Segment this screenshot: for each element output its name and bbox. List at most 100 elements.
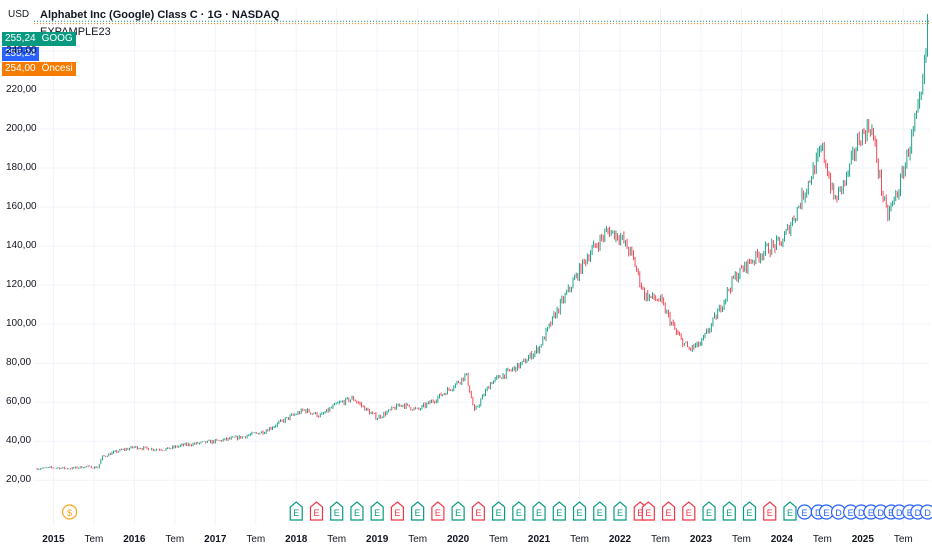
marker-label: E <box>888 508 894 518</box>
earnings-marker: E <box>390 501 405 521</box>
marker-shape <box>471 501 485 521</box>
marker-shape <box>512 501 526 521</box>
marker-label: E <box>666 508 672 518</box>
event-markers: $ E E E E E E E E E E E E E E E E E E E E E E E E E E E D E D E D E D E D E D D <box>62 501 932 521</box>
marker-label: D <box>915 508 922 518</box>
y-tick-label: 40,00 <box>6 435 32 447</box>
x-tick-label: Tem <box>489 534 509 545</box>
marker-label: E <box>868 508 874 518</box>
y-tick-label: 120,00 <box>6 279 37 291</box>
earnings-marker: D <box>891 504 907 520</box>
marker-label: E <box>293 508 299 518</box>
x-tick-label: 2016 <box>123 534 146 545</box>
x-tick-label: 2019 <box>366 534 389 545</box>
marker-label: $ <box>67 508 72 518</box>
earnings-marker: E <box>763 501 777 521</box>
marker-label: E <box>617 508 623 518</box>
x-tick-label: Tem <box>327 534 347 545</box>
marker-shape <box>309 501 324 521</box>
marker-shape <box>763 501 777 521</box>
marker-label: E <box>645 508 651 518</box>
earnings-marker: E <box>783 501 797 521</box>
marker-shape <box>783 501 797 521</box>
premarket-label: Öncesi <box>41 63 73 74</box>
marker-label: E <box>787 508 793 518</box>
marker-shape <box>742 501 757 521</box>
earnings-marker: E <box>289 501 303 521</box>
marker-shape <box>613 501 627 521</box>
y-tick-label: 100,00 <box>6 318 37 330</box>
marker-label: E <box>556 508 562 518</box>
marker-label: E <box>313 508 319 518</box>
y-tick-label: 60,00 <box>6 396 32 408</box>
marker-label: E <box>435 508 441 518</box>
marker-label: E <box>577 508 583 518</box>
marker-shape <box>451 501 465 521</box>
earnings-marker: E <box>370 501 384 521</box>
premarket-price-badge: 254,00 Öncesi <box>2 62 76 76</box>
x-tick-label: Tem <box>731 534 751 545</box>
x-tick-label: Tem <box>893 534 913 545</box>
y-tick-label: 160,00 <box>6 201 37 213</box>
marker-label: E <box>536 508 542 518</box>
earnings-marker: E <box>532 501 546 521</box>
marker-label: E <box>455 508 461 518</box>
y-tick-label: 140,00 <box>6 240 37 252</box>
marker-label: E <box>746 508 752 518</box>
marker-shape <box>593 501 607 521</box>
x-tick-label: Tem <box>165 534 185 545</box>
y-tick-label: 20,00 <box>6 474 32 486</box>
marker-shape <box>919 504 932 520</box>
marker-label: D <box>858 508 865 518</box>
x-tick-label: 2024 <box>770 534 793 545</box>
earnings-marker: E <box>451 501 465 521</box>
marker-shape <box>370 501 384 521</box>
marker-label: E <box>686 508 692 518</box>
marker-label: E <box>848 508 854 518</box>
x-tick-label: 2025 <box>851 534 874 545</box>
earnings-marker: E <box>818 504 834 520</box>
earnings-marker: E <box>682 501 696 521</box>
x-tick-label: Tem <box>408 534 428 545</box>
marker-label: D <box>835 508 842 518</box>
marker-label: E <box>706 508 712 518</box>
premarket-price-value: 254,00 <box>5 63 36 74</box>
marker-shape <box>532 501 546 521</box>
symbol-label: GOOG <box>41 33 73 44</box>
marker-shape <box>411 501 425 521</box>
earnings-marker: E <box>702 501 716 521</box>
y-tick-label: 200,00 <box>6 123 37 134</box>
earnings-marker: E <box>722 501 736 521</box>
marker-label: E <box>516 508 522 518</box>
marker-label: E <box>415 508 421 518</box>
marker-label: D <box>896 508 903 518</box>
marker-label: E <box>374 508 380 518</box>
earnings-marker: E <box>641 501 655 521</box>
currency-label: USD <box>8 9 30 20</box>
marker-shape <box>552 501 566 521</box>
marker-shape <box>572 501 587 521</box>
earnings-marker: D <box>919 504 932 520</box>
marker-label: E <box>726 508 732 518</box>
earnings-marker: E <box>309 501 324 521</box>
earnings-marker: E <box>572 501 587 521</box>
marker-shape <box>431 501 445 521</box>
y-tick-label: 220,00 <box>6 83 37 95</box>
x-tick-label: Tem <box>651 534 670 545</box>
marker-label: E <box>767 508 773 518</box>
dividend-marker: $ <box>62 504 78 520</box>
y-tick-label: 180,00 <box>6 162 37 174</box>
x-tick-label: 2015 <box>42 534 65 545</box>
marker-shape <box>350 501 364 521</box>
earnings-marker: E <box>742 501 757 521</box>
crosshair-price-value: 255,24 <box>5 48 36 59</box>
x-tick-label: 2021 <box>527 534 551 545</box>
marker-label: E <box>354 508 360 518</box>
chart-title[interactable]: Alphabet Inc (Google) Class C · 1G · NAS… <box>40 9 280 21</box>
x-tick-label: 2023 <box>689 534 713 545</box>
x-tick-label: Tem <box>84 534 104 545</box>
marker-label: E <box>597 508 603 518</box>
marker-shape <box>702 501 716 521</box>
x-tick-label: 2022 <box>608 534 632 545</box>
